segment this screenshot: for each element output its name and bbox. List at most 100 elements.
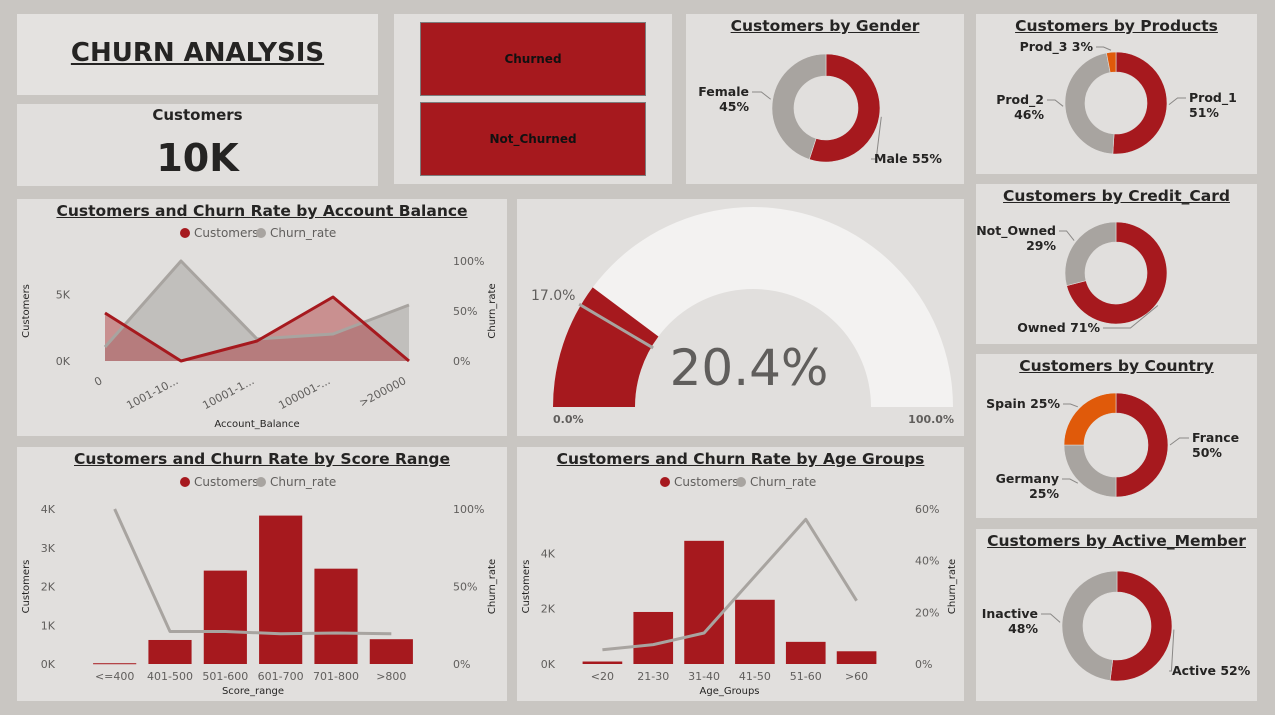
customers-area	[105, 297, 409, 361]
bar-41-50	[735, 599, 775, 664]
leader-line-not_owned	[1059, 230, 1075, 241]
y2-tick-label: 0%	[915, 658, 932, 671]
donut-label-france: France 50%	[1192, 430, 1239, 460]
credit-panel: Customers by Credit_Card Owned 71% Not_Ow…	[976, 184, 1257, 344]
score-panel: Customers and Churn Rate by Score Range …	[17, 447, 507, 701]
score-title: Customers and Churn Rate by Score Range	[73, 450, 451, 468]
donut-label-spain: Spain 25%	[986, 396, 1060, 411]
gauge-value-arc	[553, 287, 659, 407]
legend-marker-churn_rate	[256, 228, 266, 238]
x-tick-label: >60	[845, 670, 868, 683]
donut-label-germany: Germany 25%	[996, 471, 1060, 501]
y-tick-label: 0K	[56, 355, 71, 368]
leader-line-prod_3	[1096, 46, 1112, 51]
x-tick-label: 31-40	[688, 670, 720, 683]
active-panel: Customers by Active_Member Active 52% Ina…	[976, 529, 1257, 701]
legend-marker-churn_rate	[736, 477, 746, 487]
active-donut-chart: Active 52% Inactive 48%	[982, 570, 1251, 682]
y2-tick-label: 60%	[915, 503, 939, 516]
donut-slice-owned	[1066, 221, 1168, 325]
country-panel: Customers by Country France 50% Germany 25%…	[976, 354, 1257, 518]
x-tick-label: 10001-1...	[200, 374, 256, 412]
x-tick-label: 601-700	[258, 670, 304, 683]
y-tick-label: 4K	[541, 547, 556, 560]
donut-label-inactive: Inactive 48%	[982, 606, 1039, 636]
y2-tick-label: 40%	[915, 555, 939, 568]
churn-rate-line	[602, 517, 858, 652]
leader-line-france	[1169, 437, 1189, 446]
churn-rate-line	[103, 259, 410, 348]
x-tick-label: 100001-...	[276, 374, 332, 412]
gauge-target-marker	[578, 302, 654, 350]
y2-axis-title: Churn_rate	[947, 559, 958, 614]
kpi-card: Customers 10K	[17, 104, 378, 186]
legend-label-churn_rate: Churn_rate	[750, 475, 816, 489]
balance-title: Customers and Churn Rate by Account Bala…	[56, 202, 468, 220]
bar->800	[369, 639, 413, 664]
y-tick-label: 0K	[541, 658, 556, 671]
x-tick-label: 501-600	[202, 670, 248, 683]
bar-<=400	[93, 663, 137, 665]
credit-donut-chart: Owned 71% Not_Owned 29%	[976, 221, 1168, 335]
donut-slice-prod_3	[1106, 51, 1117, 73]
bar-21-30	[633, 611, 674, 664]
x-tick-label: 0	[92, 374, 104, 389]
bar->60	[836, 651, 877, 664]
donut-slice-france	[1115, 392, 1169, 498]
y-tick-label: 4K	[41, 503, 56, 516]
gender-title: Customers by Gender	[730, 17, 920, 35]
products-title: Customers by Products	[1015, 17, 1218, 35]
x-tick-label: 21-30	[637, 670, 669, 683]
leader-line-germany	[1062, 478, 1079, 484]
donut-slice-spain	[1063, 392, 1117, 446]
title-panel: CHURN ANALYSIS	[17, 14, 378, 95]
x-tick-label: 701-800	[313, 670, 359, 683]
slicer-item-not-churned[interactable]: Not_Churned	[420, 102, 646, 176]
gender-panel: Customers by Gender Male 55% Female 45%	[686, 14, 964, 184]
donut-slice-active	[1109, 570, 1173, 682]
gender-donut-chart: Male 55% Female 45%	[698, 53, 942, 166]
y2-tick-label: 0%	[453, 658, 470, 671]
x-tick-label: 41-50	[739, 670, 771, 683]
x-tick-label: <=400	[95, 670, 134, 683]
bar-51-60	[785, 641, 826, 664]
legend-label-churn_rate: Churn_rate	[270, 226, 336, 240]
y2-axis-title: Churn_rate	[487, 559, 498, 614]
score-bar-chart: Customers Churn_rate 0K 1K 2K 3K 4K 0% 50% 100% Cu…	[21, 475, 498, 697]
y2-tick-label: 0%	[453, 355, 470, 368]
y2-tick-label: 100%	[453, 503, 484, 516]
kpi-value: 10K	[156, 136, 239, 180]
x-tick-label: >800	[376, 670, 406, 683]
active-title: Customers by Active_Member	[987, 532, 1246, 550]
bar-501-600	[203, 570, 247, 664]
x-tick-label: 51-60	[790, 670, 822, 683]
legend-label-customers: Customers	[194, 226, 259, 240]
y-tick-label: 0K	[41, 658, 56, 671]
country-donut-chart: France 50% Germany 25% Spain 25%	[986, 392, 1239, 501]
gauge-track	[553, 207, 953, 407]
y-axis-title: Customers	[21, 284, 32, 338]
churn-rate-area	[105, 261, 409, 361]
x-tick-label: 401-500	[147, 670, 193, 683]
donut-label-not_owned: Not_Owned 29%	[976, 223, 1056, 253]
leader-line-prod_1	[1168, 97, 1186, 106]
gauge-panel: 20.4% 0.0% 100.0% 17.0%	[517, 199, 964, 436]
bar-31-40	[684, 540, 724, 664]
donut-slice-female	[771, 53, 827, 160]
legend-label-churn_rate: Churn_rate	[270, 475, 336, 489]
slicer-item-churned[interactable]: Churned	[420, 22, 646, 96]
donut-label-prod_3: Prod_3 3%	[1020, 39, 1094, 55]
y-tick-label: 2K	[541, 603, 556, 616]
credit-title: Customers by Credit_Card	[1003, 187, 1230, 205]
leader-line-active	[1169, 629, 1175, 672]
bar-401-500	[148, 639, 192, 664]
bar-601-700	[259, 515, 303, 664]
bar-701-800	[314, 568, 358, 664]
donut-label-prod_1: Prod_1 51%	[1189, 90, 1237, 120]
donut-slice-germany	[1063, 444, 1117, 498]
balance-area-chart: Customers Churn_rate 0K 5K 0% 50% 100% Customer…	[21, 226, 498, 430]
customers-line	[104, 295, 410, 363]
x-axis-title: Score_range	[222, 686, 284, 697]
donut-slice-prod_2	[1064, 52, 1115, 155]
age-title: Customers and Churn Rate by Age Groups	[556, 450, 925, 468]
